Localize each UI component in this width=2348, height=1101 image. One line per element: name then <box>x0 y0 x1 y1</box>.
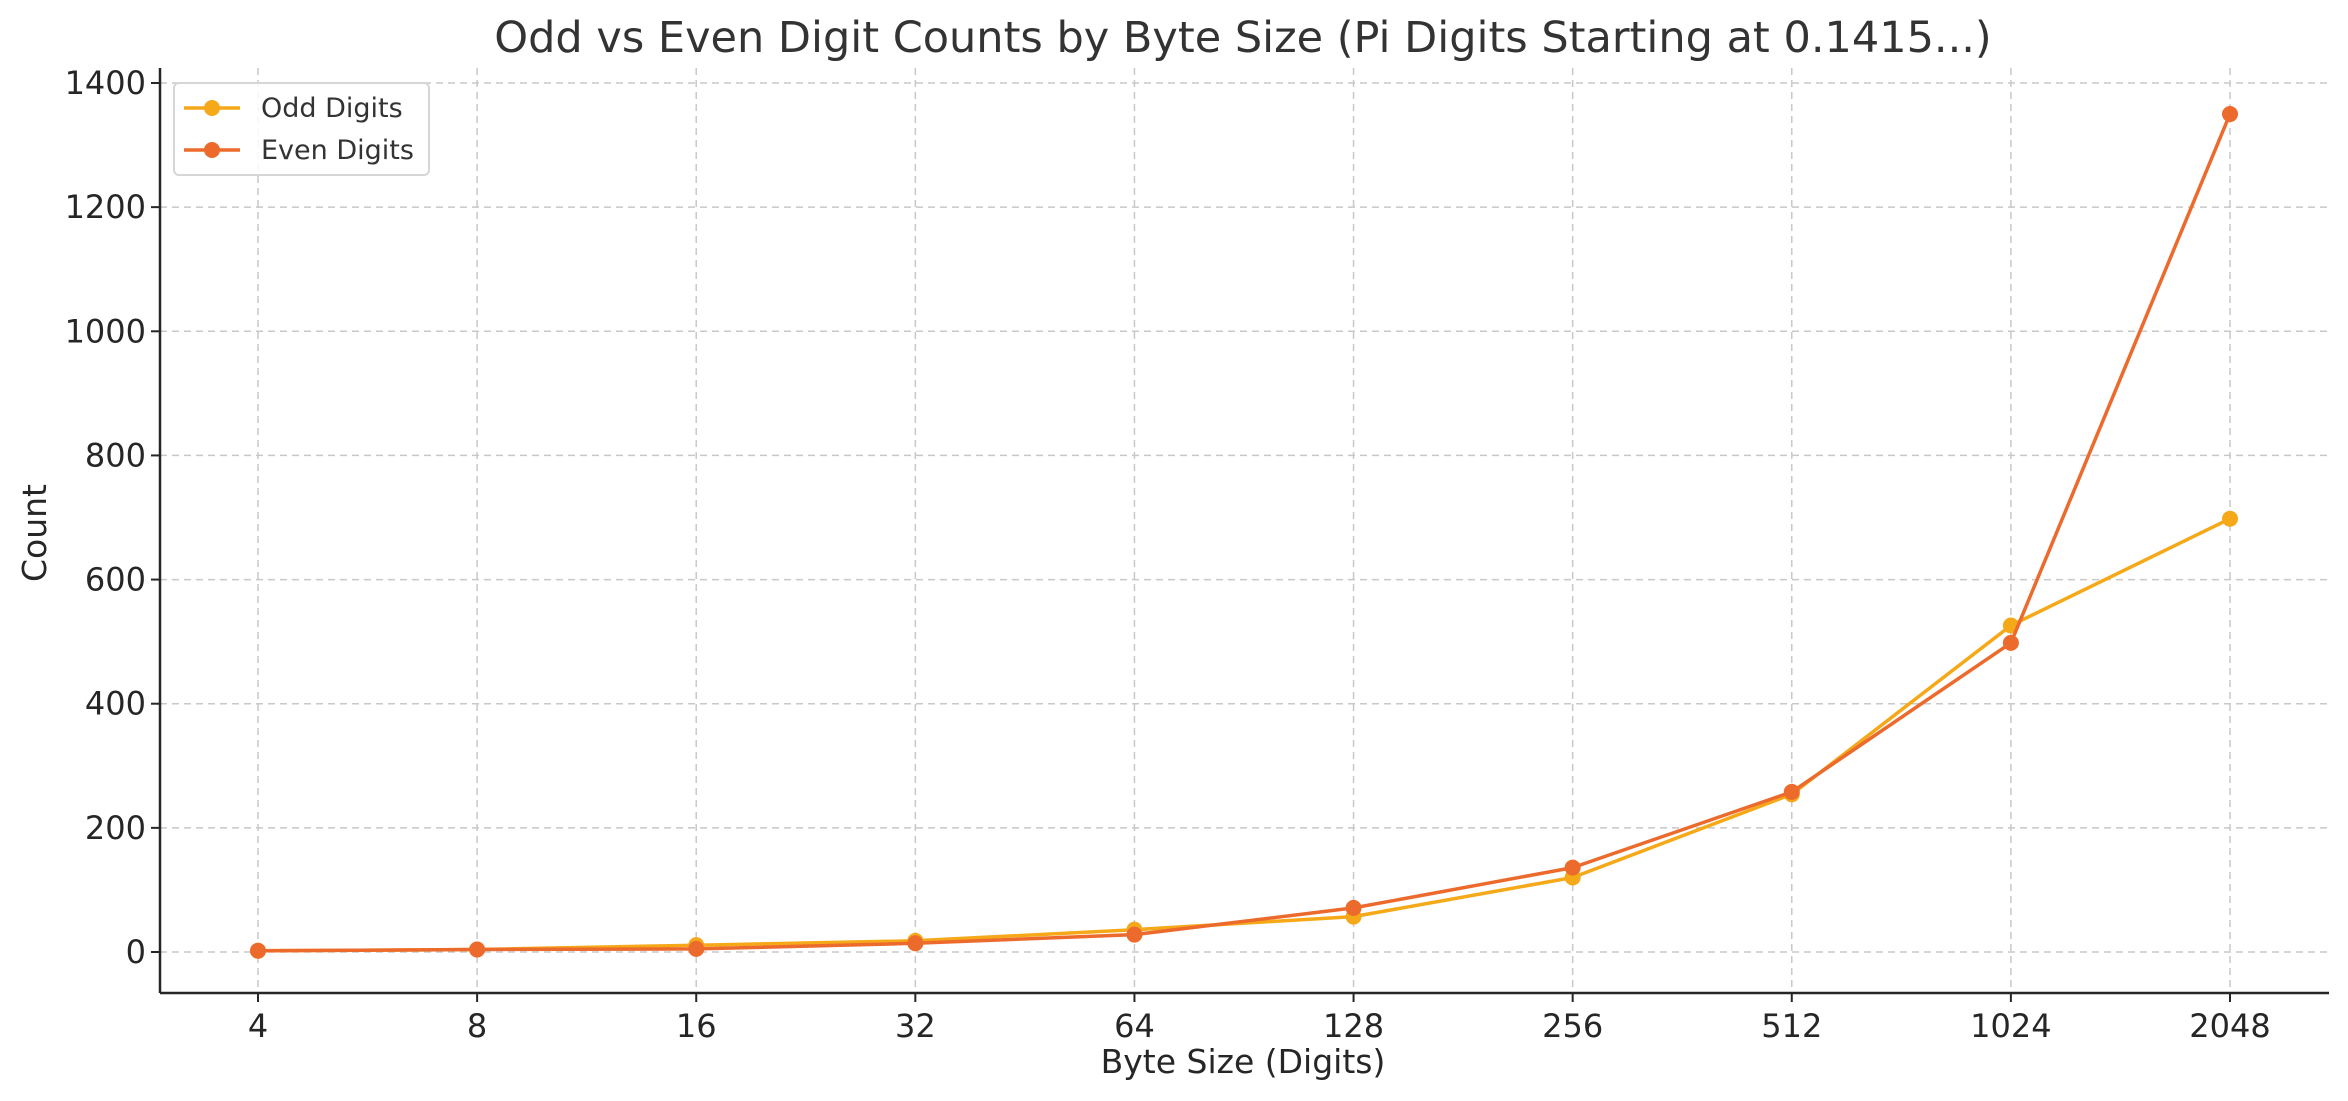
y-tick-label: 200 <box>85 809 146 847</box>
axes <box>158 68 2329 995</box>
legend-marker-even-digits <box>204 142 220 158</box>
y-tick-label: 600 <box>85 561 146 599</box>
y-axis-label: Count <box>15 484 54 582</box>
series-line-even-digits <box>257 113 2232 953</box>
x-tick-label: 16 <box>676 1007 717 1045</box>
y-tick-label: 800 <box>85 436 146 474</box>
x-tick-label: 512 <box>1761 1007 1822 1045</box>
series-line-odd-digits <box>257 517 2231 953</box>
x-tick-label: 128 <box>1323 1007 1384 1045</box>
data-point-even-digits <box>907 935 924 952</box>
y-tick-label: 400 <box>85 685 146 723</box>
x-tick-label: 4 <box>248 1007 268 1045</box>
data-point-even-digits <box>688 940 705 957</box>
x-axis-label: Byte Size (Digits) <box>1101 1042 1386 1081</box>
legend-marker-odd-digits <box>204 100 220 116</box>
y-tick-label: 0 <box>126 933 146 971</box>
x-tick-label: 8 <box>467 1007 487 1045</box>
data-point-even-digits <box>1345 899 1362 916</box>
data-point-even-digits <box>2002 634 2019 651</box>
data-point-even-digits <box>469 941 486 958</box>
data-point-even-digits <box>1564 859 1581 876</box>
legend: Odd Digits Even Digits <box>173 82 430 176</box>
legend-label-even-digits: Even Digits <box>261 135 414 166</box>
x-tick-label: 1024 <box>1970 1007 2051 1045</box>
grid <box>160 68 2329 993</box>
legend-label-odd-digits: Odd Digits <box>261 93 403 124</box>
chart-title: Odd vs Even Digit Counts by Byte Size (P… <box>494 13 1991 63</box>
data-point-even-digits <box>250 942 266 959</box>
x-tick-label: 32 <box>895 1007 936 1045</box>
y-tick-label: 1200 <box>65 188 146 226</box>
x-tick-label: 256 <box>1542 1007 1603 1045</box>
x-axis-ticks: 4 8 16 32 64 128 256 512 1024 2048 <box>248 993 2271 1045</box>
data-point-even-digits <box>1126 926 1143 943</box>
y-tick-label: 1000 <box>65 312 146 350</box>
y-tick-label: 1400 <box>65 64 146 102</box>
legend-box <box>173 82 430 176</box>
x-tick-label: 2048 <box>2189 1007 2270 1045</box>
series-group <box>250 106 2238 959</box>
data-point-even-digits <box>2222 106 2238 123</box>
x-tick-label: 64 <box>1114 1007 1155 1045</box>
y-axis-ticks: 0 200 400 600 800 1000 1200 1400 <box>65 64 160 971</box>
data-point-even-digits <box>1783 783 1800 800</box>
data-point-odd-digits <box>2222 510 2238 527</box>
